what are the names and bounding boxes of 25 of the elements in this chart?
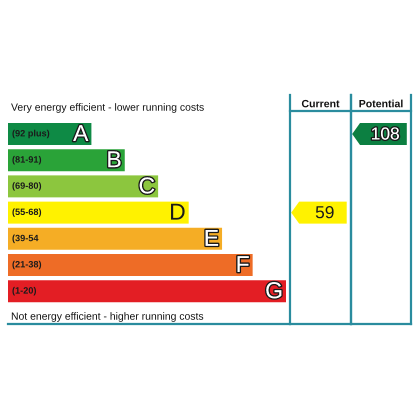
- y-tick-label: F: [238, 256, 249, 272]
- y-tick-label: G: [266, 282, 282, 298]
- bar: [8, 280, 286, 302]
- annotation: (69-80): [12, 182, 42, 191]
- text: 59: [316, 206, 334, 218]
- text: 108: [372, 127, 399, 140]
- bar: [8, 175, 158, 198]
- annotation: (21-38): [12, 260, 42, 270]
- text: Potential: [359, 100, 403, 108]
- annotation: (39-54: [12, 234, 38, 244]
- bar: [8, 254, 253, 276]
- y-tick-label: A: [73, 125, 88, 141]
- annotation: (81-91): [12, 156, 42, 164]
- annotation: (55-68): [12, 208, 42, 217]
- bar: [8, 228, 222, 250]
- annotation: (1-20): [12, 286, 36, 296]
- y-tick-label: E: [206, 230, 218, 246]
- y-tick-label: C: [140, 177, 154, 194]
- text: Current: [302, 100, 340, 108]
- y-tick-label: B: [108, 151, 121, 168]
- text: Not energy efficient - higher running costs: [12, 312, 204, 322]
- bar: [8, 202, 189, 224]
- y-tick-label: D: [171, 204, 185, 220]
- annotation: (92 plus): [12, 130, 50, 138]
- text: Very energy efficient - lower running costs: [11, 103, 204, 113]
